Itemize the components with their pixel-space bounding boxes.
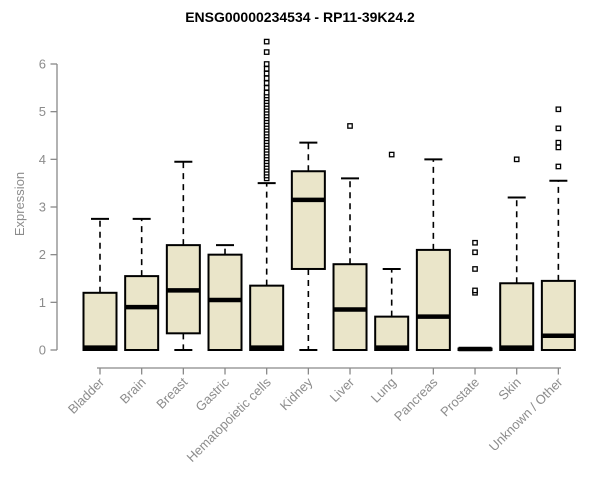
outlier-point (555, 163, 562, 170)
outlier-point (263, 65, 270, 72)
box-rect (249, 284, 285, 351)
box-group-unknown-other (540, 106, 576, 351)
outlier-point (472, 266, 478, 272)
outlier-point (513, 156, 520, 163)
x-tick-label-gastric: Gastric (192, 374, 232, 414)
outlier-point (263, 38, 270, 45)
x-tick-label-brain: Brain (117, 375, 149, 407)
box-group-bladder (82, 217, 118, 351)
box-rect (415, 248, 451, 352)
y-tick-label: 2 (39, 247, 46, 262)
outlier-point (555, 144, 562, 151)
box-group-brain (124, 217, 160, 351)
box-group-hematopoietic-cells (249, 38, 285, 351)
y-tick-label: 0 (39, 343, 46, 358)
box-group-pancreas (415, 158, 451, 352)
box-group-gastric (207, 244, 243, 351)
outlier-point (555, 125, 562, 132)
y-tick-label: 6 (39, 56, 46, 71)
x-tick-label-unknown-other: Unknown / Other (486, 374, 566, 454)
y-tick-label: 5 (39, 104, 46, 119)
x-tick-label-breast: Breast (153, 374, 190, 411)
y-tick-label: 4 (39, 152, 46, 167)
box-rect (332, 263, 368, 351)
box-group-skin (499, 156, 535, 352)
box-rect (207, 253, 243, 351)
x-tick-label-prostate: Prostate (437, 375, 482, 420)
outlier-point (388, 151, 395, 158)
x-tick-label-bladder: Bladder (65, 374, 108, 417)
x-tick-label-kidney: Kidney (277, 374, 316, 413)
outlier-point (263, 70, 270, 77)
outlier-point (472, 249, 478, 256)
x-tick-label-lung: Lung (368, 375, 399, 406)
outlier-point (263, 49, 270, 55)
outlier-point (263, 84, 270, 91)
box-group-breast (165, 160, 201, 351)
outlier-point (555, 139, 562, 146)
y-tick-label: 3 (39, 199, 46, 214)
outlier-point (472, 239, 478, 246)
box-group-kidney (290, 141, 326, 351)
box-rect (290, 170, 326, 270)
box-rect (82, 291, 118, 351)
box-rect (540, 279, 576, 351)
outlier-point (555, 106, 562, 113)
box-rect (499, 282, 535, 352)
outlier-point (263, 80, 270, 86)
outlier-point (263, 89, 270, 96)
outlier-point (263, 61, 270, 67)
outlier-point (263, 75, 270, 82)
y-tick-label: 1 (39, 295, 46, 310)
box-group-liver (332, 123, 368, 351)
x-tick-label-pancreas: Pancreas (391, 374, 441, 424)
x-tick-label-skin: Skin (495, 375, 523, 403)
box-group-lung (374, 151, 410, 351)
chart-title: ENSG00000234534 - RP11-39K24.2 (185, 9, 415, 25)
outlier-point (347, 123, 353, 129)
box-rect (374, 315, 410, 351)
box-rect (124, 275, 160, 351)
x-tick-label-liver: Liver (327, 374, 358, 405)
box-group-prostate (457, 239, 493, 352)
outlier-point (472, 287, 478, 294)
